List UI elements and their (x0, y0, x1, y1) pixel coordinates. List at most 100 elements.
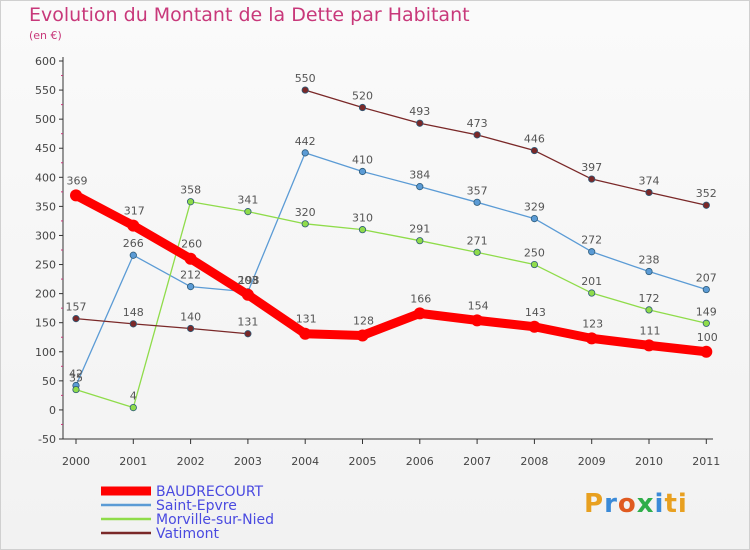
data-point-morville-sur-nied (187, 198, 195, 206)
logo-letter: o (617, 489, 637, 519)
x-tick-label: 2003 (234, 455, 262, 468)
x-tick-label: 2004 (291, 455, 319, 468)
data-label-saint-epvre: 207 (696, 272, 717, 285)
data-label-vatimont: 131 (237, 316, 258, 329)
legend-label-vatimont: Vatimont (156, 526, 220, 542)
data-label-baudrecourt: 154 (468, 299, 489, 312)
data-point-vatimont (645, 188, 653, 197)
legend-label-baudrecourt: BAUDRECOURT (156, 484, 264, 500)
data-point-morville-sur-nied (72, 385, 80, 394)
data-label-morville-sur-nied: 201 (581, 275, 602, 288)
data-point-baudrecourt (70, 189, 82, 202)
data-point-vatimont (129, 320, 137, 328)
data-label-vatimont: 473 (467, 117, 488, 130)
y-tick-label: -50 (38, 433, 56, 446)
y-tick-label: 300 (35, 229, 56, 242)
data-label-vatimont: 550 (295, 72, 316, 85)
data-point-baudrecourt (413, 307, 426, 320)
data-point-baudrecourt (241, 288, 254, 301)
data-label-morville-sur-nied: 250 (524, 247, 545, 260)
series-line-baudrecourt (71, 190, 711, 357)
data-point-saint-epvre (301, 149, 309, 157)
y-tick-label: 100 (35, 346, 56, 359)
data-label-saint-epvre: 442 (295, 135, 316, 148)
y-tick-label: 400 (35, 171, 56, 184)
y-tick-label: 500 (35, 113, 56, 126)
data-label-saint-epvre: 42 (69, 367, 83, 380)
y-tick-label: 50 (42, 375, 56, 388)
data-label-morville-sur-nied: 358 (180, 184, 201, 197)
legend-label-saint-epvre: Saint-Epvre (156, 498, 237, 514)
y-tick-label: 150 (35, 317, 56, 330)
data-label-baudrecourt: 100 (697, 331, 718, 344)
legend-label-morville-sur-nied: Morville-sur-Nied (156, 512, 274, 528)
logo-letter: t (664, 489, 678, 519)
x-tick-label: 2011 (692, 455, 720, 468)
data-point-saint-epvre (358, 167, 367, 176)
chart-title: Evolution du Montant de la Dette par Hab… (29, 4, 470, 26)
logo-letter: x (636, 489, 655, 519)
data-label-vatimont: 493 (409, 105, 430, 118)
data-label-morville-sur-nied: 291 (409, 223, 430, 236)
data-label-saint-epvre: 238 (639, 254, 660, 267)
data-point-vatimont (358, 103, 367, 112)
data-point-morville-sur-nied (530, 260, 539, 269)
data-label-saint-epvre: 272 (581, 234, 602, 247)
x-tick-label: 2000 (62, 455, 90, 468)
y-tick-label: 0 (49, 404, 56, 417)
data-point-baudrecourt (299, 327, 312, 340)
logo-letter: i (677, 489, 688, 519)
data-point-saint-epvre (129, 251, 137, 259)
data-label-baudrecourt: 131 (296, 313, 317, 326)
data-point-baudrecourt (127, 219, 140, 232)
data-label-saint-epvre: 410 (352, 153, 373, 166)
data-label-saint-epvre: 357 (467, 184, 488, 197)
data-label-vatimont: 148 (123, 306, 144, 319)
data-point-morville-sur-nied (129, 403, 137, 412)
y-tick-label: 450 (35, 142, 56, 155)
data-point-vatimont (187, 324, 195, 333)
series-line-vatimont (75, 317, 249, 335)
data-label-vatimont: 397 (581, 161, 602, 174)
y-tick-label: 550 (35, 84, 56, 97)
x-tick-label: 2007 (463, 455, 491, 468)
data-label-baudrecourt: 260 (181, 238, 202, 251)
data-point-saint-epvre (588, 248, 596, 256)
data-label-morville-sur-nied: 4 (130, 390, 137, 403)
x-tick-label: 2010 (635, 455, 663, 468)
x-tick-label: 2006 (406, 455, 434, 468)
data-label-vatimont: 520 (352, 90, 373, 103)
data-point-baudrecourt (643, 339, 655, 352)
data-label-saint-epvre: 266 (123, 237, 144, 250)
data-point-baudrecourt (356, 329, 369, 342)
data-point-saint-epvre (187, 283, 195, 291)
data-label-vatimont: 352 (696, 187, 717, 200)
logo-letter: P (584, 489, 605, 519)
data-point-morville-sur-nied (702, 319, 710, 327)
data-label-vatimont: 157 (66, 301, 87, 314)
data-point-baudrecourt (585, 332, 598, 345)
data-point-baudrecourt (471, 314, 484, 327)
data-point-saint-epvre (530, 214, 539, 223)
series-line-vatimont (304, 89, 707, 206)
data-label-saint-epvre: 203 (237, 274, 258, 287)
data-point-morville-sur-nied (244, 208, 252, 216)
data-label-morville-sur-nied: 149 (696, 305, 717, 318)
logo-letter: i (654, 489, 665, 519)
x-tick-label: 2009 (578, 455, 606, 468)
data-point-saint-epvre (702, 285, 710, 294)
data-point-morville-sur-nied (416, 237, 424, 245)
x-tick-label: 2001 (119, 455, 147, 468)
series-line-morville-sur-nied (75, 201, 707, 409)
data-point-saint-epvre (645, 267, 653, 276)
data-point-morville-sur-nied (358, 226, 367, 234)
data-point-saint-epvre (416, 183, 424, 191)
data-point-vatimont (301, 86, 309, 94)
data-label-vatimont: 140 (180, 311, 201, 324)
logo-letter: r (604, 489, 618, 519)
data-point-vatimont (588, 175, 596, 183)
data-label-baudrecourt: 123 (582, 317, 603, 330)
data-label-morville-sur-nied: 310 (352, 212, 373, 225)
